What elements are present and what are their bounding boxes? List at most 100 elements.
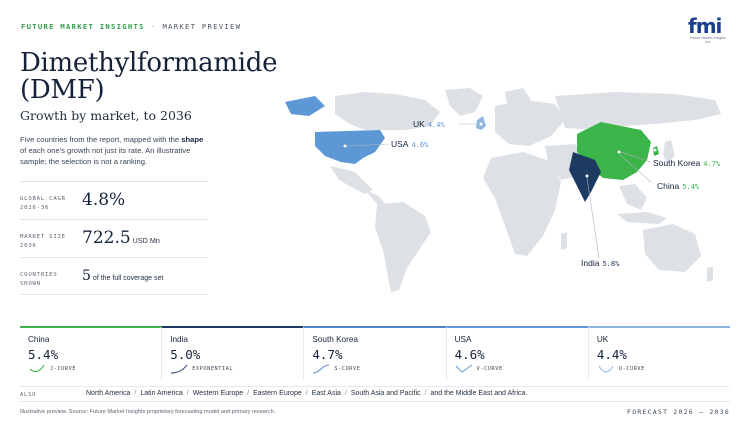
- stat-value: 4.8%: [82, 190, 126, 210]
- india-leader-line: [586, 177, 600, 259]
- card-country-name: South Korea: [312, 335, 358, 344]
- stat-countries-shown: COUNTRIES SHOWN 5 of the full coverage se…: [20, 257, 208, 295]
- stat-value: 722.5 USD Mn: [82, 228, 160, 248]
- africa-land: [483, 152, 561, 256]
- region-separator: /: [424, 390, 427, 397]
- region-separator: /: [186, 390, 189, 397]
- usa-country[interactable]: [315, 130, 385, 164]
- south-korea-map-label: South Korea 4.7%: [653, 158, 721, 168]
- stat-value: 5 of the full coverage set: [82, 268, 164, 284]
- v-curve-icon: [455, 364, 472, 373]
- japan-land: [663, 140, 675, 164]
- card-usa[interactable]: USA 4.6% V-CURVE: [445, 326, 588, 380]
- card-value: 4.6%: [454, 347, 485, 362]
- card-curve-label: U-CURVE: [618, 366, 645, 372]
- country-cards: China 5.4% J-CURVE India 5.0% EXPONENTIA…: [20, 326, 731, 380]
- card-country-name: USA: [454, 335, 472, 344]
- region-separator: /: [305, 390, 308, 397]
- stat-label: MARKET SIZE 2036: [20, 234, 66, 249]
- greenland-land: [445, 88, 483, 116]
- china-map-label: China 5.4%: [657, 181, 700, 191]
- stat-market-size: MARKET SIZE 2036 722.5 USD Mn: [20, 219, 208, 257]
- also-label: ALSO: [20, 392, 37, 398]
- china-leader-line: [618, 153, 652, 183]
- logo-mark: fmi: [688, 14, 722, 38]
- also-regions-bar: ALSO North America / Latin America / Western…: [20, 386, 730, 402]
- stat-label: GLOBAL CAGR 2026-36: [20, 196, 66, 211]
- india-country[interactable]: [569, 152, 601, 202]
- stat-unit: of the full coverage set: [92, 275, 164, 282]
- region-middle-east-africa[interactable]: and the Middle East and Africa.: [430, 390, 528, 397]
- forecast-period: FORECAST 2026 – 2036: [627, 408, 730, 416]
- southeast-asia-land: [619, 184, 647, 210]
- stat-global-cagr: GLOBAL CAGR 2026-36 4.8%: [20, 181, 208, 219]
- indonesia-land: [617, 212, 667, 224]
- card-curve-label: J-CURVE: [50, 366, 77, 372]
- card-value: 4.4%: [596, 347, 627, 362]
- uk-map-label: UK 4.4%: [413, 119, 445, 129]
- page-title: Dimethylformamide (DMF): [20, 48, 278, 105]
- card-country-name: India: [170, 335, 188, 344]
- region-separator: /: [134, 390, 137, 397]
- card-country-name: China: [28, 335, 50, 344]
- region-separator: /: [247, 390, 250, 397]
- section-name: MARKET PREVIEW: [162, 22, 242, 31]
- russia-asia-land: [555, 92, 721, 130]
- logo-tagline: Future Market Insights Inc.: [690, 36, 726, 44]
- region-latin-america[interactable]: Latin America: [140, 390, 183, 397]
- region-east-asia[interactable]: East Asia: [311, 390, 341, 397]
- mexico-land: [330, 166, 373, 194]
- description-part-1: Five countries from the report, mapped w…: [20, 135, 182, 144]
- card-uk[interactable]: UK 4.4% U-CURVE: [587, 326, 731, 380]
- j-curve-icon: [29, 364, 45, 373]
- central-america-land: [365, 190, 385, 204]
- usa-map-label: USA 4.6%: [391, 139, 429, 149]
- card-china[interactable]: China 5.4% J-CURVE: [20, 326, 162, 380]
- usa-leader-line: [346, 143, 390, 147]
- uk-marker: [479, 122, 483, 126]
- u-curve-icon: [598, 365, 614, 373]
- new-zealand-land: [707, 266, 713, 282]
- australia-land: [643, 224, 701, 272]
- description: Five countries from the report, mapped w…: [20, 134, 210, 167]
- madagascar-land: [561, 232, 567, 250]
- top-bar: FUTURE MARKET INSIGHTS · MARKET PREVIEW: [21, 22, 241, 31]
- region-list: North America / Latin America / Western Euro…: [86, 390, 527, 397]
- card-value: 5.4%: [28, 347, 59, 362]
- scandinavia-land: [505, 88, 531, 108]
- card-country-name: UK: [596, 335, 609, 344]
- india-map-label: India 5.8%: [581, 258, 620, 268]
- india-marker: [585, 174, 589, 178]
- region-eastern-europe[interactable]: Eastern Europe: [253, 390, 302, 397]
- region-north-america[interactable]: North America: [86, 390, 131, 397]
- s-curve-icon: [313, 364, 330, 374]
- card-value: 5.0%: [170, 347, 201, 362]
- south-america-land: [375, 202, 431, 292]
- source-footnote: Illustrative preview. Source: Future Mar…: [20, 409, 276, 415]
- exponential-curve-icon: [171, 364, 188, 374]
- usa-marker: [343, 144, 347, 148]
- card-curve-label: S-CURVE: [334, 366, 361, 372]
- usa-alaska[interactable]: [285, 96, 325, 116]
- world-map: UK 4.4% USA 4.6% South Korea 4.7% China 5.4%…: [285, 88, 721, 292]
- page-subtitle: Growth by market, to 2036: [20, 108, 192, 123]
- card-curve-label: V-CURVE: [476, 366, 503, 372]
- fmi-logo[interactable]: fmi Future Market Insights Inc.: [688, 16, 728, 44]
- stat-label: COUNTRIES SHOWN: [20, 272, 58, 287]
- stat-unit: USD Mn: [132, 236, 160, 245]
- card-south-korea[interactable]: South Korea 4.7% S-CURVE: [303, 326, 446, 380]
- south-korea-leader-line: [620, 151, 652, 163]
- canada-land: [335, 92, 440, 130]
- description-part-2: of each one's growth not just its rate. …: [20, 146, 191, 166]
- card-india[interactable]: India 5.0% EXPONENTIAL: [161, 326, 304, 380]
- region-western-europe[interactable]: Western Europe: [192, 390, 244, 397]
- card-value: 4.7%: [312, 347, 343, 362]
- description-bold: shape: [181, 135, 204, 144]
- card-curve-label: EXPONENTIAL: [192, 366, 234, 372]
- europe-land: [495, 100, 565, 146]
- china-marker: [617, 150, 621, 154]
- region-south-asia-pacific[interactable]: South Asia and Pacific: [350, 390, 421, 397]
- south-korea-marker: [653, 148, 657, 152]
- brand-name: FUTURE MARKET INSIGHTS: [21, 22, 145, 31]
- region-separator: /: [344, 390, 347, 397]
